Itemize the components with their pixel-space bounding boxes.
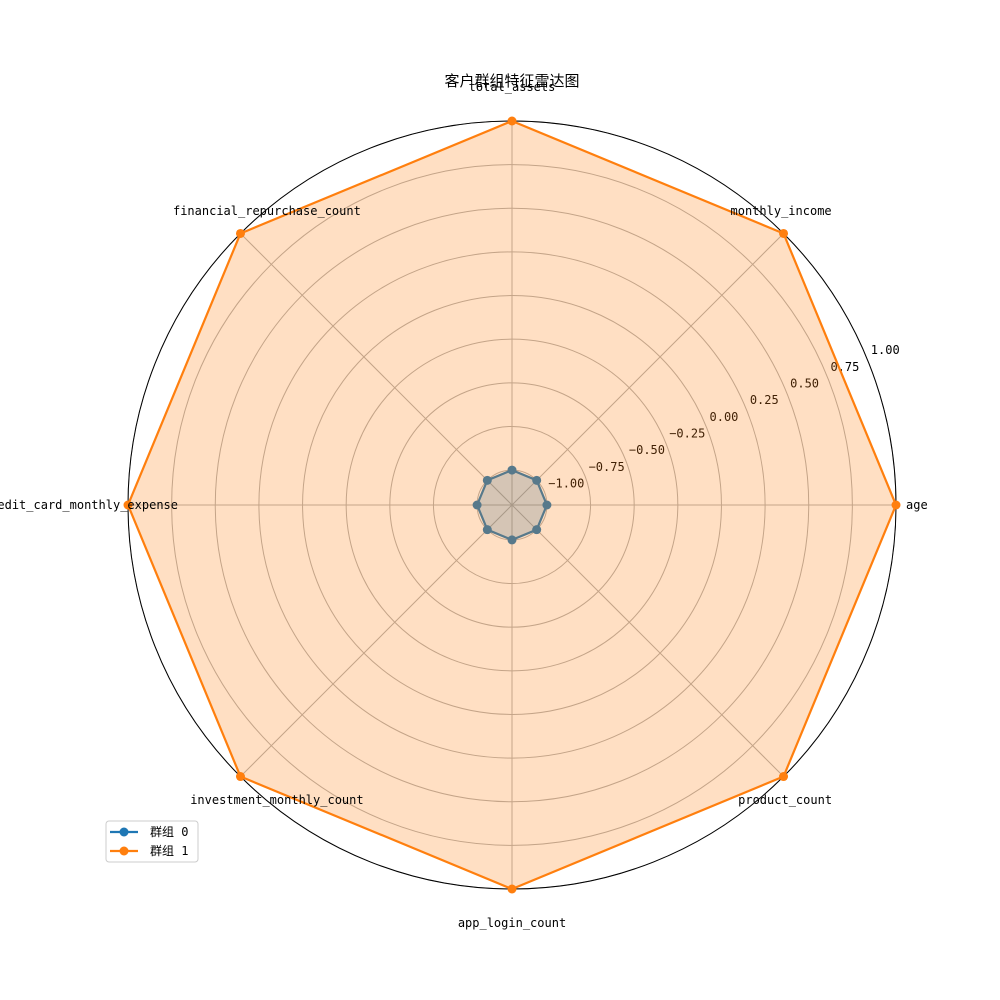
radial-tick-label: 0.50 <box>790 376 819 390</box>
series-fill <box>128 121 896 889</box>
legend-label: 群组 1 <box>150 844 188 858</box>
category-label: app_login_count <box>458 916 566 930</box>
category-label: financial_repurchase_count <box>173 204 361 218</box>
series-point <box>507 116 517 126</box>
grid-spoke <box>511 504 784 777</box>
series-point <box>532 525 542 535</box>
series-point <box>235 772 245 782</box>
radial-tick-label: −0.75 <box>589 460 625 474</box>
radial-tick-label: 1.00 <box>871 343 900 357</box>
radar-series <box>123 116 901 894</box>
radial-tick-label: −0.25 <box>669 427 705 441</box>
radial-tick-label: 0.25 <box>750 393 779 407</box>
radial-tick-label: −1.00 <box>548 477 584 491</box>
series-point <box>542 500 552 510</box>
category-label: monthly_income <box>731 204 832 218</box>
series-point <box>891 500 901 510</box>
series-point <box>532 475 542 485</box>
category-label: credit_card_monthly_expense <box>0 498 178 512</box>
legend-marker <box>119 846 129 856</box>
category-label: product_count <box>738 793 832 807</box>
series-point <box>507 884 517 894</box>
category-label: total_assets <box>469 80 556 94</box>
category-labels: age monthly_income total_assets financial_r… <box>0 80 928 930</box>
series-point <box>779 772 789 782</box>
category-label: investment_monthly_count <box>190 793 363 807</box>
series-fill <box>477 470 547 540</box>
legend-items: 群组 0 群组 1 <box>110 825 188 858</box>
series-point <box>123 500 133 510</box>
radial-tick-label: −0.50 <box>629 443 665 457</box>
chart-title: 客户群组特征雷达图 <box>444 72 579 90</box>
series-point <box>235 228 245 238</box>
series-point <box>482 475 492 485</box>
grid-spoke <box>240 233 513 506</box>
series-point <box>507 535 517 545</box>
legend: 群组 0 群组 1 <box>105 820 199 863</box>
grid-spoke <box>240 504 513 777</box>
category-label: age <box>906 498 928 512</box>
series-point <box>507 465 517 475</box>
series-point <box>472 500 482 510</box>
legend-marker <box>119 827 129 837</box>
legend-label: 群组 0 <box>150 825 188 839</box>
radial-tick-label: 0.00 <box>710 410 739 424</box>
grid-spoke <box>511 233 784 506</box>
series-point <box>482 525 492 535</box>
radial-tick-labels: −1.00−0.75−0.50−0.250.000.250.500.751.00 <box>548 343 899 491</box>
series-point <box>779 228 789 238</box>
